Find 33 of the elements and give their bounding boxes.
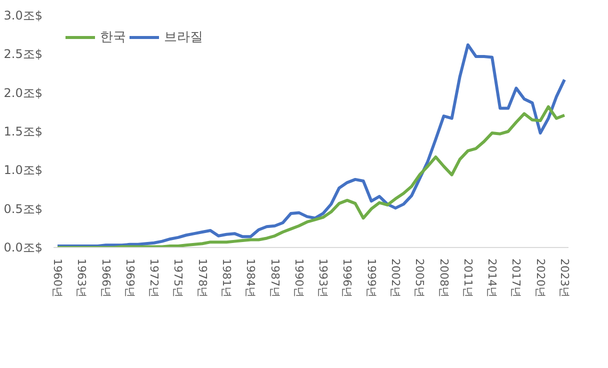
- x-tick-label: 1972년: [148, 258, 161, 298]
- x-tick-label: 2008년: [437, 258, 450, 298]
- x-tick-label: 2014년: [486, 258, 499, 298]
- y-tick-label: 0.0조$: [4, 240, 42, 254]
- x-tick-label: 1966년: [99, 258, 112, 298]
- y-tick-label: 2.0조$: [4, 86, 42, 100]
- x-tick-label: 2005년: [413, 258, 426, 298]
- x-tick-label: 2023년: [558, 258, 571, 298]
- line-series: [56, 43, 566, 248]
- y-tick-label: 2.5조$: [4, 47, 42, 62]
- x-tick-label: 1981년: [220, 258, 234, 298]
- x-tick-label: 1990년: [292, 258, 306, 298]
- x-tick-label: 1975년: [172, 258, 185, 298]
- x-tick-label: 2011년: [461, 258, 474, 298]
- x-tick-label: 2020년: [534, 258, 547, 298]
- x-tick-label: 1978년: [196, 258, 209, 298]
- y-tick-label: 3.0조$: [4, 8, 42, 22]
- x-tick-label: 1999년: [364, 258, 378, 298]
- x-tick-label: 1969년: [123, 258, 136, 298]
- x-tick-label: 1984년: [244, 258, 258, 298]
- x-tick-label: 1960년: [51, 258, 64, 298]
- x-tick-label: 1987년: [268, 258, 282, 298]
- legend-label: 한국: [100, 29, 126, 46]
- legend-label: 브라질: [164, 29, 203, 46]
- x-tick-label: 2002년: [388, 258, 402, 298]
- y-tick-label: 1.5조$: [4, 124, 42, 138]
- x-tick-label: 1993년: [316, 258, 330, 298]
- y-tick-label: 1.0조$: [4, 163, 42, 178]
- x-tick-label: 1996년: [340, 258, 354, 298]
- y-tick-label: 0.5조$: [4, 202, 42, 216]
- x-tick-label: 2017년: [510, 258, 523, 298]
- line-series: [56, 105, 566, 248]
- x-tick-label: 1963년: [75, 258, 88, 298]
